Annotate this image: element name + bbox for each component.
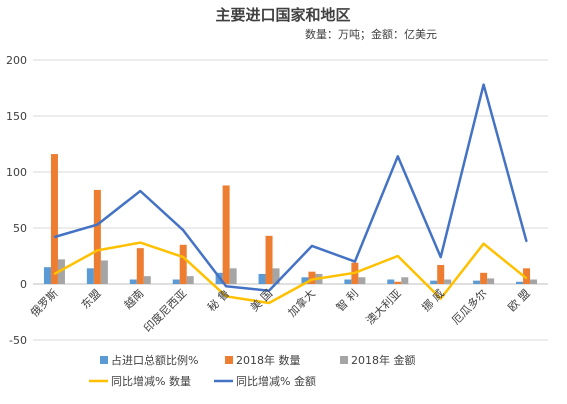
line-point <box>439 297 442 300</box>
line-point <box>311 245 313 247</box>
line-point <box>268 289 270 292</box>
y-axis: -50 0 50 100 150 200 <box>6 54 27 347</box>
bar <box>222 185 230 284</box>
bar <box>387 279 395 284</box>
bar <box>473 280 481 284</box>
bar <box>358 277 366 284</box>
y-tick-label: 100 <box>6 166 27 179</box>
line-point <box>354 272 356 274</box>
line-point <box>525 240 528 243</box>
x-tick-label: 挪 威 <box>419 286 447 314</box>
bar <box>530 279 538 284</box>
line-point <box>482 242 485 245</box>
line-point <box>482 83 485 86</box>
chart-subtitle: 数量：万吨；金额：亿美元 <box>305 27 437 41</box>
bar <box>444 279 452 284</box>
line-point <box>311 278 313 281</box>
x-tick-label: 秘 鲁 <box>204 286 232 314</box>
bar-series <box>43 154 538 284</box>
line-point <box>225 285 227 288</box>
line-point <box>396 255 399 257</box>
line-point <box>182 229 185 232</box>
bar <box>480 272 488 284</box>
line-point <box>139 241 142 244</box>
bar <box>272 268 280 284</box>
x-tick-label: 越南 <box>121 286 146 311</box>
series-line <box>53 241 528 305</box>
bar <box>401 277 409 284</box>
bar <box>143 276 151 284</box>
legend-label: 同比增减% 数量 <box>111 374 191 388</box>
line-point <box>268 302 270 304</box>
y-tick-label: 200 <box>6 54 27 67</box>
line-point <box>354 260 356 263</box>
bar <box>136 248 144 284</box>
y-tick-label: 150 <box>6 110 27 123</box>
y-tick-label: 0 <box>20 278 27 291</box>
bar <box>394 281 402 284</box>
chart-title: 主要进口国家和地区 <box>215 6 350 24</box>
bar <box>86 268 94 284</box>
x-tick-label: 厄瓜多尔 <box>449 286 490 327</box>
legend-label: 2018年 数量 <box>236 353 301 367</box>
bar <box>308 271 316 284</box>
line-point <box>139 190 142 192</box>
legend-label: 占进口总额比例% <box>111 353 198 367</box>
line-point <box>53 273 56 275</box>
line-point <box>439 256 442 258</box>
line-point <box>96 249 99 252</box>
x-tick-label: 东盟 <box>79 287 104 312</box>
bar <box>50 154 58 284</box>
y-tick-label: 50 <box>13 222 27 235</box>
bar <box>430 280 438 284</box>
bar <box>43 267 51 284</box>
bar <box>487 278 495 284</box>
line-point <box>525 277 528 280</box>
legend-swatch <box>340 356 348 364</box>
bar <box>229 268 237 284</box>
legend-swatch <box>100 356 108 364</box>
x-tick-label: 欧 盟 <box>505 287 532 314</box>
x-tick-label: 印度尼西亚 <box>141 286 190 335</box>
bar <box>265 235 273 284</box>
bar <box>179 244 187 284</box>
y-tick-label: -50 <box>9 334 27 347</box>
gridlines <box>33 59 548 341</box>
bar <box>172 279 180 284</box>
bar <box>100 260 108 284</box>
legend-swatch <box>225 356 233 364</box>
legend-label: 同比增减% 金额 <box>236 374 316 388</box>
bar <box>301 277 309 284</box>
line-point <box>225 295 227 298</box>
x-tick-label: 澳大利亚 <box>363 286 404 327</box>
bar <box>186 276 194 284</box>
bar <box>516 281 524 284</box>
x-tick-label: 俄罗斯 <box>28 287 61 320</box>
legend-label: 2018年 金额 <box>351 353 416 367</box>
bar <box>129 279 137 284</box>
x-tick-label: 智 利 <box>333 286 361 314</box>
line-point <box>96 223 99 226</box>
bar <box>258 273 266 284</box>
bar <box>523 268 531 284</box>
bar <box>93 189 101 284</box>
line-point <box>182 256 185 258</box>
line-point <box>396 155 399 158</box>
line-series <box>53 83 528 305</box>
bar <box>344 279 352 284</box>
x-axis: 俄罗斯 东盟 越南印度尼西亚秘 鲁美 国加拿大智 利澳大利亚挪 威厄瓜多尔欧 盟 <box>28 286 533 335</box>
bar <box>437 264 445 284</box>
line-point <box>53 236 56 238</box>
series-line <box>54 83 528 292</box>
bar <box>57 259 65 284</box>
